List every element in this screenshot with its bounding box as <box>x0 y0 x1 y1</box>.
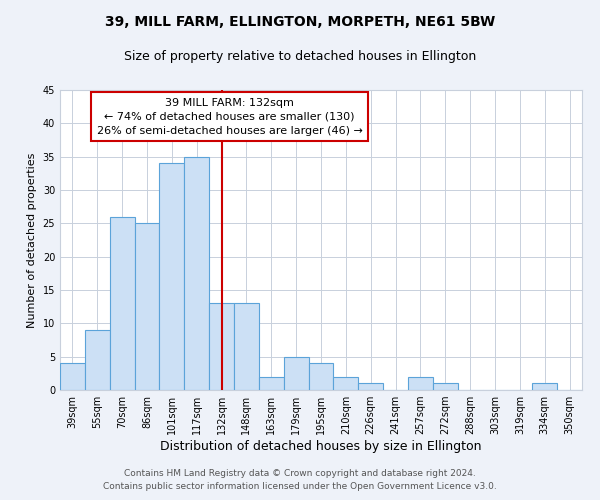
Bar <box>433 384 458 390</box>
X-axis label: Distribution of detached houses by size in Ellington: Distribution of detached houses by size … <box>160 440 482 453</box>
Bar <box>358 384 383 390</box>
Text: Contains public sector information licensed under the Open Government Licence v3: Contains public sector information licen… <box>103 482 497 491</box>
Bar <box>259 376 284 390</box>
Bar <box>334 376 358 390</box>
Text: 39 MILL FARM: 132sqm
← 74% of detached houses are smaller (130)
26% of semi-deta: 39 MILL FARM: 132sqm ← 74% of detached h… <box>97 98 362 136</box>
Bar <box>209 304 234 390</box>
Bar <box>308 364 334 390</box>
Bar <box>234 304 259 390</box>
Bar <box>85 330 110 390</box>
Bar <box>408 376 433 390</box>
Bar <box>160 164 184 390</box>
Bar <box>284 356 308 390</box>
Bar <box>184 156 209 390</box>
Bar <box>110 216 134 390</box>
Text: 39, MILL FARM, ELLINGTON, MORPETH, NE61 5BW: 39, MILL FARM, ELLINGTON, MORPETH, NE61 … <box>105 15 495 29</box>
Bar <box>134 224 160 390</box>
Text: Size of property relative to detached houses in Ellington: Size of property relative to detached ho… <box>124 50 476 63</box>
Y-axis label: Number of detached properties: Number of detached properties <box>27 152 37 328</box>
Bar <box>60 364 85 390</box>
Text: Contains HM Land Registry data © Crown copyright and database right 2024.: Contains HM Land Registry data © Crown c… <box>124 468 476 477</box>
Bar <box>532 384 557 390</box>
